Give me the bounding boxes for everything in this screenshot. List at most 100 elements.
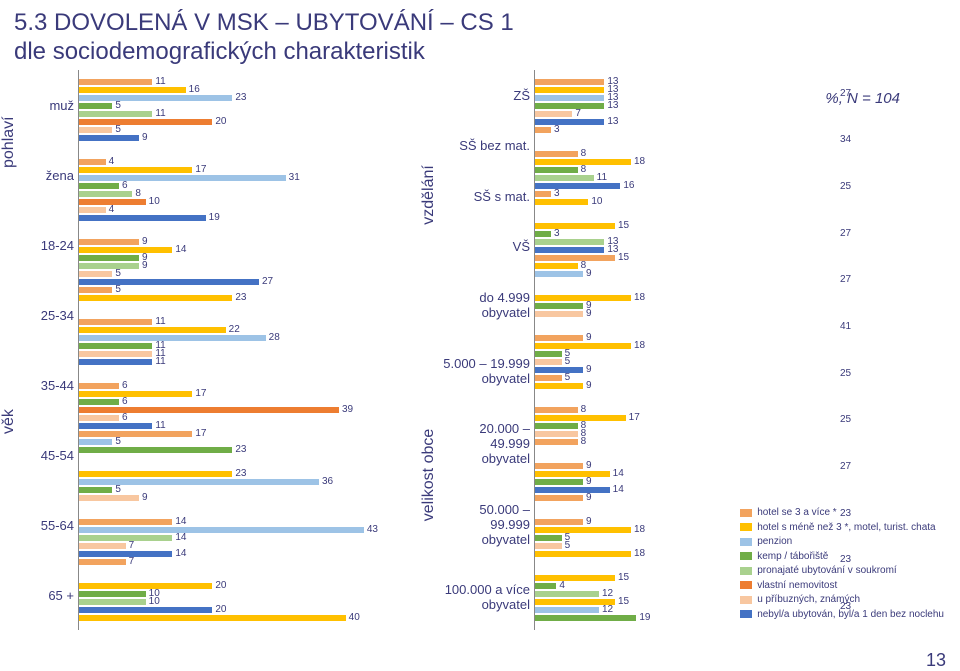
bar-row: 8 — [535, 407, 774, 414]
bar-value-label: 20 — [215, 117, 226, 127]
bar-value-label: 7 — [129, 557, 135, 567]
bar-row: 9 — [535, 463, 774, 470]
bar-row: 27 — [79, 279, 378, 286]
bar-row: 10 — [535, 199, 774, 206]
category-label: muž — [22, 70, 74, 140]
bar-value-label: 36 — [322, 477, 333, 487]
bar-row: 15 — [535, 599, 774, 606]
bar-value-label: 23 — [235, 445, 246, 455]
legend-item: kemp / tábořiště — [740, 550, 944, 564]
category-label: 55-64 — [22, 490, 74, 560]
right-strip-value: 27 — [840, 228, 868, 239]
bar-row: 14 — [79, 519, 378, 526]
legend-item: penzion — [740, 535, 944, 549]
bar-value-label: 20 — [215, 581, 226, 591]
bar-row: 8 — [535, 431, 774, 438]
bar — [79, 327, 226, 333]
bar-row: 8 — [535, 423, 774, 430]
bar-row: 18 — [535, 527, 774, 534]
bar-value-label: 9 — [586, 517, 592, 527]
bar — [79, 527, 364, 533]
bar-group: 1443147147 — [79, 510, 378, 574]
category-label: 45-54 — [22, 420, 74, 490]
bar — [535, 583, 556, 589]
bar — [535, 231, 551, 237]
bar-value-label: 18 — [634, 293, 645, 303]
bar-group: 61763961117523 — [79, 374, 378, 462]
bar-group: 1116235112059 — [79, 70, 378, 150]
bar-row: 13 — [535, 119, 774, 126]
legend-item: nebyl/a ubytován, byl/a 1 den bez nocleh… — [740, 608, 944, 622]
bar-value-label: 16 — [189, 85, 200, 95]
bar-row: 5 — [535, 359, 774, 366]
bar-row: 17 — [79, 431, 378, 438]
bar — [535, 303, 583, 309]
bar — [535, 359, 562, 365]
legend-label: vlastní nemovitost — [757, 579, 837, 593]
bar-value-label: 9 — [142, 237, 148, 247]
bar — [79, 615, 346, 621]
category-label: SŠ s mat. — [442, 171, 530, 222]
bar-row: 20 — [79, 119, 378, 126]
bar — [535, 535, 562, 541]
bar-value-label: 6 — [122, 381, 128, 391]
category-label: 50.000 – 99.999 obyvatel — [442, 484, 530, 565]
bar-row: 19 — [79, 215, 378, 222]
bar-value-label: 5 — [565, 373, 571, 383]
bar-row: 14 — [535, 471, 774, 478]
axis-label-column: vzdělánívelikost obce — [420, 70, 442, 630]
bar-row: 19 — [535, 615, 774, 622]
bar — [535, 615, 636, 621]
bar — [79, 119, 212, 125]
bar-row: 17 — [79, 167, 378, 174]
bar-row: 13 — [535, 239, 774, 246]
legend-label: pronajaté ubytování v soukromí — [757, 564, 897, 578]
bar — [79, 255, 139, 261]
axis-section-label: velikost obce — [420, 320, 442, 630]
bar — [535, 223, 615, 229]
bar — [535, 423, 578, 429]
legend-swatch — [740, 523, 752, 531]
bar-row: 23 — [79, 447, 378, 454]
bar-row: 5 — [79, 127, 378, 134]
bar-value-label: 18 — [634, 549, 645, 559]
bar-value-label: 23 — [235, 469, 246, 479]
bar-row: 5 — [79, 487, 378, 494]
bar — [535, 479, 583, 485]
bar — [79, 471, 232, 477]
bar-row: 9 — [79, 255, 378, 262]
legend-item: vlastní nemovitost — [740, 579, 944, 593]
bar-value-label: 5 — [115, 125, 121, 135]
bar — [79, 79, 152, 85]
bar — [535, 247, 604, 253]
bar-value-label: 14 — [175, 533, 186, 543]
bar-group: 131313137133 — [535, 70, 774, 142]
bar-value-label: 11 — [155, 421, 165, 431]
bar — [79, 407, 339, 413]
right-strip-value: 25 — [840, 181, 868, 192]
bar-value-label: 9 — [142, 261, 148, 271]
bar-value-label: 3 — [554, 125, 560, 135]
bar-row: 13 — [535, 247, 774, 254]
bar-row: 8 — [535, 263, 774, 270]
right-strip-value: 25 — [840, 368, 868, 379]
bar-row: 5 — [535, 543, 774, 550]
bar-row: 20 — [79, 607, 378, 614]
legend: hotel se 3 a více *hotel s méně než 3 *,… — [740, 505, 944, 622]
bar-row: 7 — [535, 111, 774, 118]
bar-value-label: 3 — [554, 189, 560, 199]
bar — [535, 591, 599, 597]
bar — [535, 239, 604, 245]
bar — [79, 103, 112, 109]
bar — [79, 87, 186, 93]
bar-row: 13 — [535, 79, 774, 86]
bar — [535, 367, 583, 373]
bar-row: 6 — [79, 415, 378, 422]
bar — [79, 431, 192, 437]
bar-value-label: 22 — [229, 325, 240, 335]
bar — [79, 319, 152, 325]
bar-group: 233659 — [79, 462, 378, 510]
bar-row: 6 — [79, 399, 378, 406]
bar-value-label: 14 — [175, 549, 186, 559]
legend-label: u příbuzných, známých — [757, 593, 860, 607]
